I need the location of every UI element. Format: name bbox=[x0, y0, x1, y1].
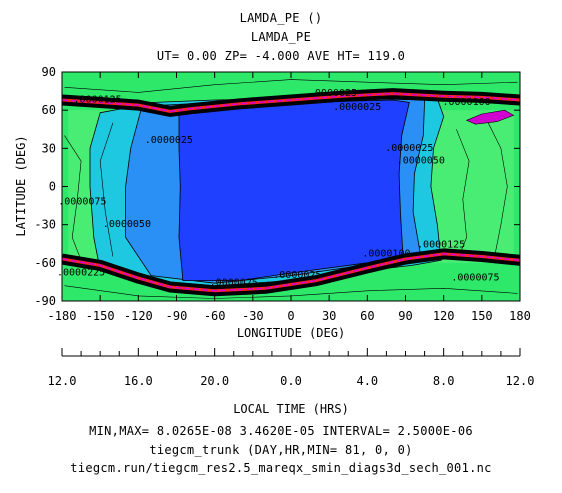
y-axis-label: LATITUDE (DEG) bbox=[14, 135, 28, 236]
plot-area bbox=[62, 72, 520, 301]
header-line-1: LAMDA_PE () bbox=[239, 11, 323, 25]
local-time-tick-label: 0.0 bbox=[280, 374, 302, 388]
x-axis-label: LONGITUDE (DEG) bbox=[237, 326, 345, 340]
y-tick-label: 60 bbox=[42, 103, 56, 117]
contour-label-3: .0000100 bbox=[442, 97, 490, 108]
contour-label-2: .0000025 bbox=[333, 102, 381, 113]
local-time-axis: 12.0 16.0 20.0 0.0 4.0 8.0 12.0 bbox=[48, 348, 535, 388]
contour-label-12: .0000025 bbox=[210, 278, 258, 289]
x-tick-label: 90 bbox=[398, 309, 412, 323]
header-line-3: UT= 0.00 ZP= -4.000 AVE HT= 119.0 bbox=[156, 49, 406, 63]
y-tick-label: 90 bbox=[42, 65, 56, 79]
x-tick-label: -180 bbox=[48, 309, 77, 323]
x-tick-label: 0 bbox=[287, 309, 294, 323]
y-tick-label: 0 bbox=[49, 180, 56, 194]
field-light-green-1 bbox=[430, 110, 514, 263]
x-tick-label: 60 bbox=[360, 309, 374, 323]
x-tick-label: 180 bbox=[509, 309, 531, 323]
local-time-axis-label: LOCAL TIME (HRS) bbox=[233, 402, 349, 416]
contour-line-1 bbox=[99, 122, 114, 257]
local-time-tick-label: 16.0 bbox=[124, 374, 153, 388]
local-time-tick-label: 20.0 bbox=[200, 374, 229, 388]
x-tick-label: 120 bbox=[433, 309, 455, 323]
contour-label-14: .0000075 bbox=[451, 273, 499, 284]
contour-label-6: .0000050 bbox=[397, 156, 445, 167]
contour-label-7: .0000075 bbox=[58, 196, 106, 207]
contour-label-13: .0000025 bbox=[273, 270, 321, 281]
x-tick-label: -90 bbox=[166, 309, 188, 323]
contour-label-11: .0000225 bbox=[57, 268, 105, 279]
local-time-tick-label: 12.0 bbox=[48, 374, 77, 388]
x-tick-label: 150 bbox=[471, 309, 493, 323]
local-time-tick-label: 8.0 bbox=[433, 374, 455, 388]
footer-stats: MIN,MAX= 8.0265E-08 3.4620E-05 INTERVAL=… bbox=[89, 424, 473, 438]
contour-label-1: .0000025 bbox=[309, 88, 357, 99]
x-tick-label: -60 bbox=[204, 309, 226, 323]
local-time-tick-label: 4.0 bbox=[356, 374, 378, 388]
contour-label-4: .0000025 bbox=[145, 135, 193, 146]
contour-line-0 bbox=[64, 135, 82, 261]
contour-labels: .0000125 .0000025 .0000025 .0000100 .0000025… bbox=[57, 88, 500, 289]
contour-label-0: .0000125 bbox=[74, 95, 122, 106]
contour-label-8: .0000050 bbox=[103, 219, 151, 230]
contour-line-5 bbox=[64, 79, 518, 93]
x-tick-label: -120 bbox=[124, 309, 153, 323]
y-tick-label: -60 bbox=[34, 256, 56, 270]
axes: -180 -150 -120 -90 -60 -30 0 30 60 90 120 150 180 -90… bbox=[34, 65, 531, 323]
footer-file: tiegcm.run/tiegcm_res2.5_mareqx_smin_dia… bbox=[70, 461, 492, 475]
north-band-magenta bbox=[62, 92, 520, 113]
contour-line-2 bbox=[456, 129, 470, 257]
region-magenta-blob bbox=[465, 109, 515, 125]
footer-run: tiegcm_trunk (DAY,HR,MIN= 81, 0, 0) bbox=[149, 443, 413, 457]
contour-label-5: .0000025 bbox=[385, 143, 433, 154]
local-time-tick-label: 12.0 bbox=[506, 374, 535, 388]
contour-label-10: .0000125 bbox=[417, 240, 465, 251]
contour-label-9: .0000100 bbox=[362, 248, 410, 259]
y-tick-label: -30 bbox=[34, 218, 56, 232]
y-tick-label: 30 bbox=[42, 141, 56, 155]
south-band-magenta bbox=[62, 253, 520, 292]
x-tick-label: 30 bbox=[322, 309, 336, 323]
y-tick-label: -90 bbox=[34, 294, 56, 308]
header-line-2: LAMDA_PE bbox=[250, 30, 312, 44]
x-tick-label: -150 bbox=[86, 309, 115, 323]
x-tick-label: -30 bbox=[242, 309, 264, 323]
contour-line-3 bbox=[487, 122, 508, 257]
